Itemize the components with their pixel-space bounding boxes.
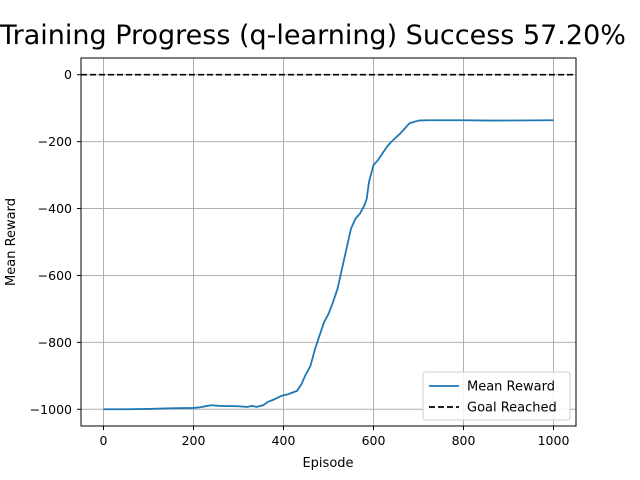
- x-axis-label: Episode: [302, 456, 353, 471]
- x-tick-label: 400: [272, 433, 296, 448]
- x-axis-ticks: 0 200 400 600 800 1000: [100, 426, 570, 448]
- mean-reward-line: [103, 119, 554, 411]
- y-tick-label: 0: [64, 67, 72, 82]
- chart-title: Training Progress (q-learning) Success 5…: [0, 20, 626, 51]
- legend-box: [422, 371, 571, 421]
- y-tick-label: −200: [38, 134, 72, 149]
- y-tick-label: −400: [38, 201, 72, 216]
- x-tick-label: 200: [182, 433, 206, 448]
- grid: [81, 58, 576, 426]
- x-tick-label: 0: [100, 433, 108, 448]
- legend: Mean Reward Goal Reached: [422, 371, 571, 421]
- y-axis-label: Mean Reward: [4, 198, 19, 286]
- legend-label-mean-reward: Mean Reward: [467, 380, 555, 395]
- plot-area-frame: [80, 57, 577, 427]
- x-tick-label: 1000: [538, 433, 570, 448]
- y-axis-ticks: 0 −200 −400 −600 −800 −1000: [30, 67, 81, 417]
- series-layer: [81, 73, 576, 411]
- y-tick-label: −1000: [30, 402, 72, 417]
- x-tick-label: 600: [362, 433, 386, 448]
- y-tick-label: −600: [38, 268, 72, 283]
- legend-label-goal-reached: Goal Reached: [467, 401, 557, 416]
- y-tick-label: −800: [38, 335, 72, 350]
- x-tick-label: 800: [452, 433, 476, 448]
